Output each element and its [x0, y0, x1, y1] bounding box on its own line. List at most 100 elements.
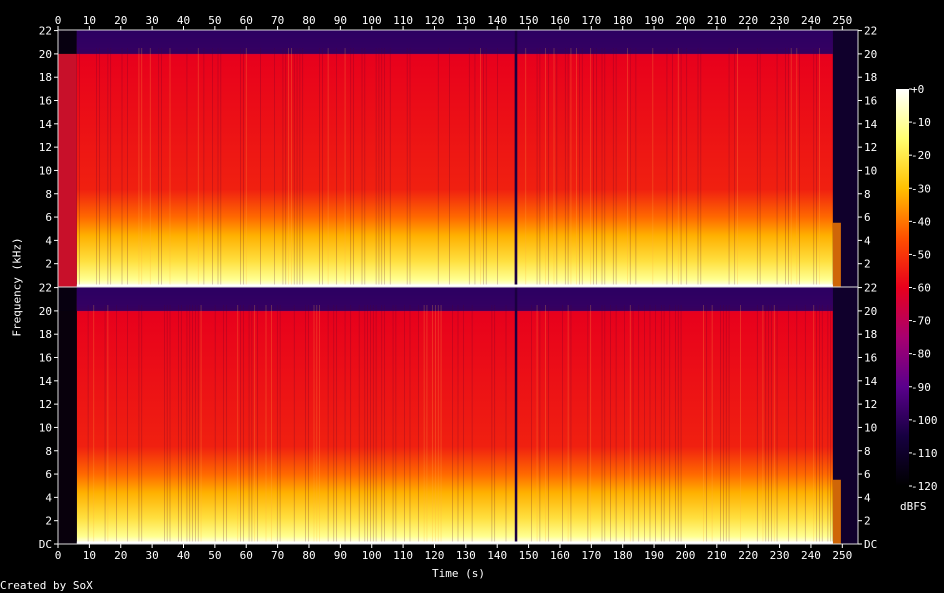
- colorbar-tick-label: -110: [911, 447, 938, 460]
- x-tick-label-bottom: 200: [676, 549, 696, 562]
- x-tick-label-top: 60: [240, 14, 253, 27]
- x-tick-label-top: 190: [644, 14, 664, 27]
- x-tick-label-bottom: 60: [240, 549, 253, 562]
- x-tick-label-top: 120: [425, 14, 445, 27]
- x-tick-label-top: 220: [738, 14, 758, 27]
- x-tick-label-top: 130: [456, 14, 476, 27]
- y-tick-label-left: 10: [39, 421, 52, 434]
- tail-energy: [832, 222, 841, 287]
- x-tick-label-bottom: 50: [208, 549, 221, 562]
- x-tick-label-bottom: 110: [393, 549, 413, 562]
- colorbar-tick-label: -120: [911, 480, 938, 493]
- y-axis-label: Frequency (kHz): [10, 237, 24, 337]
- x-tick-label-bottom: 250: [832, 549, 852, 562]
- x-tick-label-top: 180: [613, 14, 633, 27]
- y-tick-label-left: 4: [45, 234, 52, 247]
- y-tick-label-left: DC: [39, 538, 52, 551]
- x-tick-label-bottom: 170: [581, 549, 601, 562]
- y-tick-label-right: 20: [864, 48, 877, 61]
- y-tick-label-right: 18: [864, 328, 877, 341]
- x-tick-label-bottom: 140: [487, 549, 507, 562]
- x-tick-label-bottom: 210: [707, 549, 727, 562]
- x-axis-label: Time (s): [432, 567, 485, 580]
- x-tick-label-top: 110: [393, 14, 413, 27]
- y-tick-label-left: 12: [39, 398, 52, 411]
- y-tick-label-left: 16: [39, 352, 52, 365]
- y-tick-label-left: 20: [39, 48, 52, 61]
- x-tick-label-bottom: 230: [770, 549, 790, 562]
- y-tick-label-left: 6: [45, 468, 52, 481]
- colorbar: +0 -10 -20 -30 -40 -50 -60 -70 -80 -90 -100 -110 -12…: [896, 83, 938, 493]
- x-tick-label-top: 10: [83, 14, 96, 27]
- y-tick-label-right: 4: [864, 234, 871, 247]
- x-tick-label-top: 240: [801, 14, 821, 27]
- y-tick-label-left: 20: [39, 305, 52, 318]
- x-tick-label-bottom: 220: [738, 549, 758, 562]
- y-tick-label-right: 20: [864, 305, 877, 318]
- x-tick-label-bottom: 190: [644, 549, 664, 562]
- y-tick-label-right: 10: [864, 164, 877, 177]
- colorbar-tick-label: -20: [911, 149, 931, 162]
- x-tick-label-top: 0: [55, 14, 62, 27]
- y-tick-label-right: 18: [864, 71, 877, 84]
- x-tick-label-bottom: 10: [83, 549, 96, 562]
- pre-roll-segment: [58, 310, 77, 544]
- spectral-energy-band: [76, 287, 833, 544]
- x-tick-label-top: 50: [208, 14, 221, 27]
- x-tick-label-bottom: 20: [114, 549, 127, 562]
- y-tick-label-right: 22: [864, 25, 877, 38]
- y-tick-label-right: 6: [864, 468, 871, 481]
- y-tick-label-left: 22: [39, 282, 52, 295]
- x-tick-label-top: 150: [519, 14, 539, 27]
- x-tick-label-bottom: 70: [271, 549, 284, 562]
- time-texture: [76, 30, 833, 544]
- x-tick-label-bottom: 160: [550, 549, 570, 562]
- colorbar-tick-label: -50: [911, 248, 931, 261]
- x-tick-label-top: 80: [302, 14, 315, 27]
- lowpass-cutoff-region: [76, 287, 833, 311]
- x-tick-label-top: 160: [550, 14, 570, 27]
- x-tick-label-bottom: 130: [456, 549, 476, 562]
- y-tick-label-left: 10: [39, 164, 52, 177]
- x-tick-label-top: 230: [770, 14, 790, 27]
- y-tick-label-left: 18: [39, 71, 52, 84]
- x-tick-label-top: 30: [145, 14, 158, 27]
- x-tick-label-top: 140: [487, 14, 507, 27]
- lowpass-cutoff-region: [76, 30, 833, 54]
- x-tick-label-top: 20: [114, 14, 127, 27]
- x-tick-label-top: 170: [581, 14, 601, 27]
- x-tick-label-bottom: 100: [362, 549, 382, 562]
- colorbar-tick-label: -80: [911, 348, 931, 361]
- y-tick-label-right: 12: [864, 141, 877, 154]
- y-tick-label-left: 12: [39, 141, 52, 154]
- y-tick-label-left: 18: [39, 328, 52, 341]
- credit-text: Created by SoX: [0, 579, 93, 592]
- x-tick-label-bottom: 120: [425, 549, 445, 562]
- x-tick-label-top: 90: [334, 14, 347, 27]
- x-tick-label-bottom: 90: [334, 549, 347, 562]
- x-tick-label-bottom: 240: [801, 549, 821, 562]
- x-tick-label-bottom: 0: [55, 549, 62, 562]
- axes: 0 0 10 10 20 20 30 30 40 40 50 50 60 60 70 70 80 80 90 90 10…: [39, 14, 878, 562]
- x-tick-label-top: 200: [676, 14, 696, 27]
- y-tick-label-right: 16: [864, 352, 877, 365]
- y-tick-label-left: 4: [45, 491, 52, 504]
- y-tick-label-right: 6: [864, 211, 871, 224]
- y-tick-label-left: 8: [45, 445, 52, 458]
- y-tick-label-right: 16: [864, 95, 877, 108]
- y-tick-label-left: 22: [39, 25, 52, 38]
- y-tick-label-right: 12: [864, 398, 877, 411]
- x-tick-label-top: 70: [271, 14, 284, 27]
- x-tick-label-bottom: 80: [302, 549, 315, 562]
- y-tick-label-right: 10: [864, 421, 877, 434]
- y-tick-label-left: 2: [45, 515, 52, 528]
- x-tick-label-bottom: 150: [519, 549, 539, 562]
- y-tick-label-left: 14: [39, 375, 53, 388]
- y-tick-label-right: 8: [864, 445, 871, 458]
- y-tick-label-right: 14: [864, 118, 878, 131]
- y-tick-label-right: 2: [864, 258, 871, 271]
- tail-energy: [832, 479, 841, 544]
- y-tick-label-right: DC: [864, 538, 877, 551]
- spectrogram-panels: [58, 30, 858, 544]
